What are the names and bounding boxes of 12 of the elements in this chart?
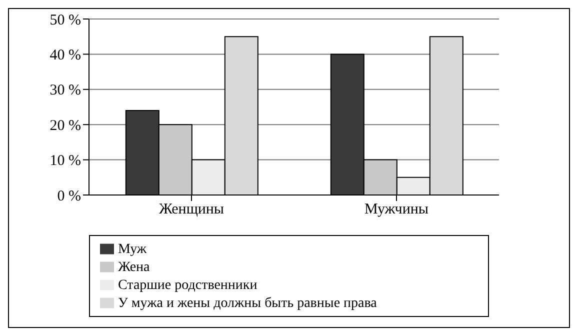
y-tick-label: 0 % xyxy=(57,188,81,204)
x-tick-label: Мужчины xyxy=(364,202,428,218)
y-tick-label: 50 % xyxy=(50,12,81,28)
legend-label: Муж xyxy=(118,242,147,257)
x-tick-label: Женщины xyxy=(158,202,224,218)
y-tick-label: 20 % xyxy=(50,118,81,134)
legend-label: Старшие родственники xyxy=(118,278,258,293)
legend-label: У мужа и жены должны быть равные права xyxy=(118,296,377,311)
y-tick-label: 10 % xyxy=(50,153,81,170)
y-tick-label: 40 % xyxy=(50,48,81,64)
y-tick-label: 30 % xyxy=(50,82,81,99)
legend-label: Жена xyxy=(118,260,150,275)
